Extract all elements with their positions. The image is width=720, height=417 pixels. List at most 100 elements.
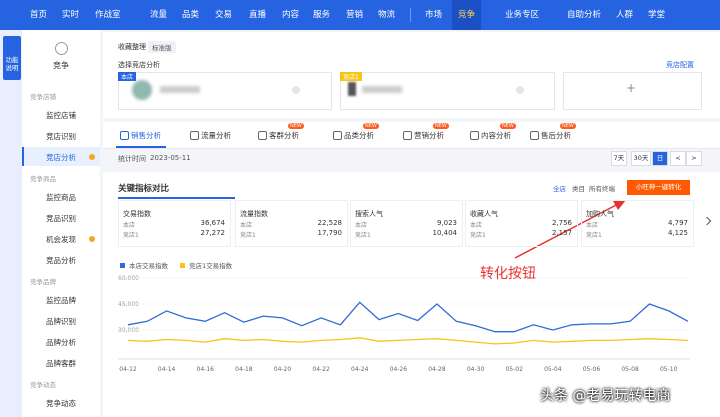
tab[interactable]: 销售分析 xyxy=(131,131,161,140)
sidebar-item[interactable]: 竞店识别 xyxy=(46,132,76,141)
nav-item[interactable]: 竞争 xyxy=(452,0,482,30)
metric-card xyxy=(465,200,578,247)
nav-item[interactable]: 首页 xyxy=(30,10,48,20)
tab[interactable]: 售后分析 xyxy=(541,131,571,140)
nav-item[interactable]: 业务专区 xyxy=(505,10,540,20)
nav-item[interactable]: 服务 xyxy=(313,10,331,20)
sidebar xyxy=(22,30,100,417)
range-button[interactable]: > xyxy=(686,151,702,166)
active-bar xyxy=(22,147,24,166)
stat-label: 统计时间 xyxy=(118,155,146,163)
sidebar-title: 竞争 xyxy=(53,61,69,70)
metric-card xyxy=(235,200,348,247)
metric-value: 10,404 xyxy=(432,229,458,237)
sidebar-item[interactable]: 监控店铺 xyxy=(46,111,76,120)
status-dot xyxy=(89,154,95,160)
tab[interactable]: 内容分析 xyxy=(481,131,511,140)
sidebar-item[interactable]: 品牌客群 xyxy=(46,359,76,368)
tab-icon xyxy=(258,131,267,140)
tab-icon xyxy=(190,131,199,140)
section-title: 关键指标对比 xyxy=(118,184,170,194)
sidebar-item[interactable]: 监控品牌 xyxy=(46,296,76,305)
nav-item[interactable]: 实时 xyxy=(62,10,80,20)
tab[interactable]: 营销分析 xyxy=(414,131,444,140)
metric-card xyxy=(350,200,463,247)
sidebar-item[interactable]: 竞品分析 xyxy=(46,256,76,265)
left-strip xyxy=(0,30,22,417)
metric-card xyxy=(581,200,694,247)
new-badge: NEW xyxy=(500,123,516,129)
collect-label[interactable]: 收藏整理 xyxy=(118,43,146,51)
nav-item[interactable]: 作战室 xyxy=(95,10,121,20)
nav-item[interactable]: 学堂 xyxy=(648,10,666,20)
new-badge: NEW xyxy=(363,123,379,129)
metric-value: 22,528 xyxy=(317,219,343,227)
metric-name: 加购人气 xyxy=(586,210,614,218)
nav-item[interactable]: 流量 xyxy=(150,10,168,20)
metric-row-label: 本店 xyxy=(355,222,368,229)
new-badge: NEW xyxy=(288,123,304,129)
new-badge: NEW xyxy=(433,123,449,129)
tab-icon xyxy=(120,131,129,140)
nav-item[interactable]: 自助分析 xyxy=(567,10,602,20)
sidebar-item[interactable]: 品牌分析 xyxy=(46,338,76,347)
add-shop[interactable]: + xyxy=(626,81,637,95)
sidebar-item[interactable]: 品牌识别 xyxy=(46,317,76,326)
sidebar-item[interactable]: 监控商品 xyxy=(46,193,76,202)
tab[interactable]: 品类分析 xyxy=(344,131,374,140)
new-badge: NEW xyxy=(560,123,576,129)
tab-icon xyxy=(470,131,479,140)
nav-item[interactable]: 内容 xyxy=(282,10,300,20)
convert-button[interactable]: 小旺神一键转化 xyxy=(627,180,690,195)
terminal[interactable]: 所有终端 xyxy=(589,185,615,193)
sidebar-group: 竞争商品 xyxy=(30,175,56,183)
metric-row-label: 本店 xyxy=(470,222,483,229)
metric-row-label: 竞店1 xyxy=(586,232,602,239)
blurred-avatar xyxy=(348,82,356,96)
range-button[interactable]: < xyxy=(670,151,686,166)
metric-name: 交易指数 xyxy=(123,210,151,218)
range-button[interactable]: 30天 xyxy=(631,151,651,166)
metric-name: 流量指数 xyxy=(240,210,268,218)
nav-item[interactable]: 营销 xyxy=(346,10,364,20)
sidebar-group: 竞争品牌 xyxy=(30,278,56,286)
nav-item[interactable]: 直播 xyxy=(249,10,267,20)
sidebar-item[interactable]: 竞店分析 xyxy=(46,153,76,162)
tab-icon xyxy=(403,131,412,140)
scope[interactable]: 全店 xyxy=(553,185,566,193)
shop-card-add[interactable] xyxy=(563,72,702,110)
side-badge[interactable]: 功能说明 xyxy=(3,36,21,80)
tab-icon xyxy=(333,131,342,140)
sidebar-item[interactable]: 机会发现 xyxy=(46,235,76,244)
metric-card xyxy=(118,200,231,247)
nav-item[interactable]: 人群 xyxy=(616,10,634,20)
tab[interactable]: 流量分析 xyxy=(201,131,231,140)
nav-item[interactable]: 交易 xyxy=(215,10,233,20)
sidebar-group: 竞争动态 xyxy=(30,381,56,389)
nav-item[interactable]: 品类 xyxy=(182,10,200,20)
active-bg xyxy=(22,147,100,166)
scope[interactable]: 类目 xyxy=(572,185,585,193)
nav-bar xyxy=(0,0,720,30)
watermark: 头条 @老易玩转电商 xyxy=(540,388,671,404)
range-button[interactable]: 日 xyxy=(652,151,668,166)
sidebar-icon xyxy=(55,42,68,55)
sidebar-item[interactable]: 竞品识别 xyxy=(46,214,76,223)
select-label: 选择竞店分析 xyxy=(118,61,160,69)
metric-name: 搜索人气 xyxy=(355,210,383,218)
nav-item[interactable]: 物流 xyxy=(378,10,396,20)
edition-badge[interactable]: 标准版 xyxy=(148,41,176,53)
config-link[interactable]: 竞店配置 xyxy=(666,61,694,69)
nav-divider xyxy=(410,8,411,22)
range-button[interactable]: 7天 xyxy=(611,151,627,166)
toggle-dot xyxy=(516,86,524,94)
metric-row-label: 竞店1 xyxy=(240,232,256,239)
metric-value: 2,157 xyxy=(551,229,572,237)
annotation: 转化按钮 xyxy=(480,266,536,282)
nav-item[interactable]: 市场 xyxy=(425,10,443,20)
metric-value: 36,674 xyxy=(200,219,226,227)
metric-row-label: 竞店1 xyxy=(123,232,139,239)
sidebar-item[interactable]: 竞争动态 xyxy=(46,399,76,408)
tab[interactable]: 客群分析 xyxy=(269,131,299,140)
